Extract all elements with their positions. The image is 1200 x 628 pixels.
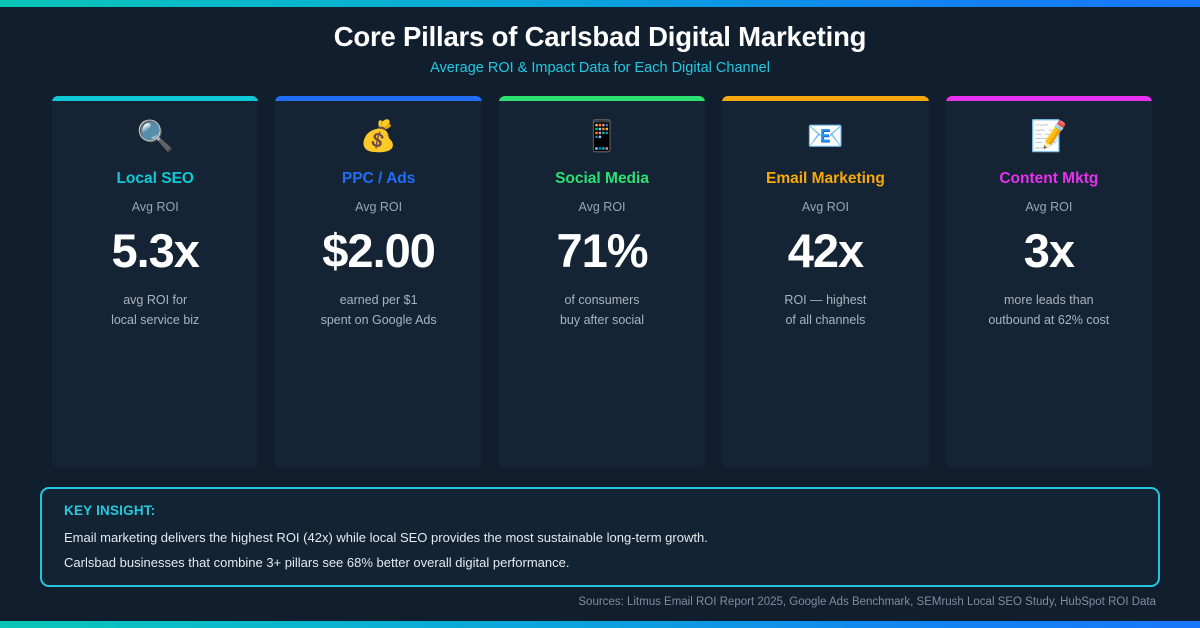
money-bag-icon: 💰 — [359, 120, 398, 153]
card-accent-bar — [498, 96, 706, 101]
card-description-line1: avg ROI for — [123, 292, 188, 307]
top-accent-rail — [0, 0, 1200, 7]
card-description: ROI — highest of all channels — [776, 290, 874, 330]
card-description-line2: spent on Google Ads — [320, 312, 437, 327]
bottom-accent-rail — [0, 621, 1200, 628]
card-description: more leads than outbound at 62% cost — [980, 290, 1117, 330]
pillar-card-content-marketing[interactable]: 📝 Content Mktg Avg ROI 3x more leads tha… — [945, 96, 1153, 468]
key-insight-box: KEY INSIGHT: Email marketing delivers th… — [40, 487, 1160, 587]
card-title: Email Marketing — [765, 170, 885, 187]
key-insight-line-2: Carlsbad businesses that combine 3+ pill… — [64, 555, 570, 571]
card-description: of consumers buy after social — [552, 290, 652, 330]
card-title: Local SEO — [116, 170, 194, 187]
page-subtitle: Average ROI & Impact Data for Each Digit… — [430, 60, 770, 76]
card-description-line1: earned per $1 — [339, 292, 418, 307]
card-description-line1: of consumers — [564, 292, 640, 307]
pillar-card-email-marketing[interactable]: 📧 Email Marketing Avg ROI 42x ROI — high… — [722, 96, 929, 468]
card-description: avg ROI for local service biz — [103, 290, 207, 330]
card-description-line2: local service biz — [111, 312, 200, 327]
card-title: PPC / Ads — [341, 170, 416, 187]
card-description-line1: more leads than — [1004, 292, 1094, 307]
card-value: 71% — [556, 223, 648, 277]
card-description: earned per $1 spent on Google Ads — [313, 290, 445, 330]
magnifying-glass-icon: 🔍 — [136, 120, 174, 153]
card-accent-bar — [275, 96, 482, 101]
card-description-line1: ROI — highest — [784, 292, 867, 307]
card-metric-label: Avg ROI — [578, 199, 626, 214]
card-metric-label: Avg ROI — [131, 199, 179, 214]
card-description-line2: buy after social — [559, 312, 645, 327]
card-metric-label: Avg ROI — [1025, 199, 1073, 214]
card-title: Social Media — [555, 170, 649, 187]
card-metric-label: Avg ROI — [355, 199, 403, 214]
card-value: 3x — [1023, 223, 1075, 277]
pillar-cards-row: 🔍 Local SEO Avg ROI 5.3x avg ROI for loc… — [52, 96, 1153, 468]
card-value: 42x — [787, 223, 864, 277]
header: Core Pillars of Carlsbad Digital Marketi… — [0, 20, 1200, 77]
card-metric-label: Avg ROI — [801, 199, 849, 214]
key-insight-line-1: Email marketing delivers the highest ROI… — [64, 530, 708, 546]
page-title: Core Pillars of Carlsbad Digital Marketi… — [333, 21, 867, 52]
sources-note: Sources: Litmus Email ROI Report 2025, G… — [578, 596, 1156, 608]
card-description-line2: outbound at 62% cost — [988, 312, 1110, 327]
pillar-card-social-media[interactable]: 📱 Social Media Avg ROI 71% of consumers … — [498, 96, 706, 468]
mobile-phone-icon: 📱 — [583, 120, 621, 153]
email-icon: 📧 — [806, 120, 845, 153]
card-description-line2: of all channels — [785, 312, 866, 327]
card-accent-bar — [722, 96, 929, 101]
key-insight-heading: KEY INSIGHT: — [64, 503, 156, 518]
card-accent-bar — [945, 96, 1153, 101]
card-accent-bar — [52, 96, 259, 101]
pillar-card-local-seo[interactable]: 🔍 Local SEO Avg ROI 5.3x avg ROI for loc… — [52, 96, 259, 468]
memo-icon: 📝 — [1030, 120, 1068, 153]
card-value: 5.3x — [111, 223, 199, 277]
card-value: $2.00 — [322, 223, 436, 277]
card-title: Content Mktg — [999, 170, 1099, 187]
pillar-card-ppc-ads[interactable]: 💰 PPC / Ads Avg ROI $2.00 earned per $1 … — [275, 96, 482, 468]
